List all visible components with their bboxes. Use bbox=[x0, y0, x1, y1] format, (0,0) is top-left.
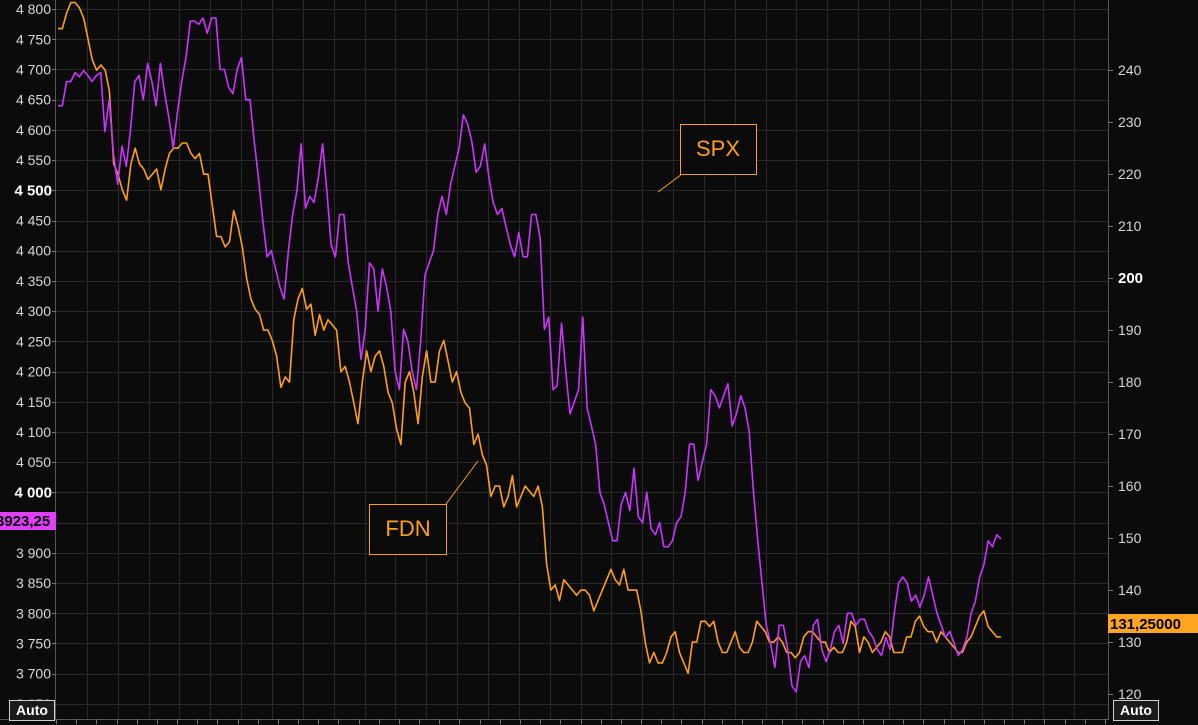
left-tick-label: 4 250 bbox=[16, 333, 51, 349]
left-tick-label: 4 150 bbox=[16, 394, 51, 410]
series-line-spx bbox=[58, 17, 1002, 693]
right-tick-label: 200 bbox=[1118, 270, 1143, 287]
left-tick-label: 4 750 bbox=[16, 31, 51, 47]
left-tick-label: 4 550 bbox=[16, 152, 51, 168]
annotation-fdn-box bbox=[369, 504, 447, 555]
left-tick-label: 4 400 bbox=[16, 243, 51, 259]
series-layer bbox=[58, 1, 1002, 693]
left-tick-label: 4 000 bbox=[14, 484, 52, 501]
left-tick-label: 3 850 bbox=[16, 575, 51, 591]
left-tick-label: 4 450 bbox=[16, 213, 51, 229]
left-tick-label: 3 800 bbox=[16, 605, 51, 621]
left-tick-label: 4 700 bbox=[16, 61, 51, 77]
annotation-spx-pointer bbox=[657, 173, 683, 193]
right-tick-label: 160 bbox=[1118, 478, 1142, 494]
left-auto-scale-button[interactable]: Auto bbox=[9, 700, 55, 721]
left-tick-label: 4 050 bbox=[16, 454, 51, 470]
annotation-spx-label: SPX bbox=[696, 136, 740, 161]
annotation-fdn-pointer bbox=[445, 460, 479, 505]
left-tick-label: 3 900 bbox=[16, 545, 51, 561]
annotation-fdn-label: FDN bbox=[385, 516, 430, 541]
left-tick-label: 4 300 bbox=[16, 303, 51, 319]
x-ticks bbox=[56, 719, 1106, 724]
left-tick-label: 4 100 bbox=[16, 424, 51, 440]
right-tick-label: 180 bbox=[1118, 374, 1142, 390]
right-tick-label: 120 bbox=[1118, 686, 1142, 702]
left-tick-label: 4 350 bbox=[16, 273, 51, 289]
series-line-fdn bbox=[58, 1, 1001, 675]
right-tick-label: 230 bbox=[1118, 114, 1142, 130]
right-tick-label: 220 bbox=[1118, 166, 1142, 182]
right-last-value-text: 131,25000 bbox=[1110, 616, 1181, 633]
right-tick-label: 150 bbox=[1118, 530, 1142, 546]
left-tick-label: 3 750 bbox=[16, 635, 51, 651]
left-tick-label: 4 600 bbox=[16, 122, 51, 138]
right-tick-label: 170 bbox=[1118, 426, 1142, 442]
left-last-value-bg bbox=[0, 512, 56, 530]
right-tick-label: 130 bbox=[1118, 634, 1142, 650]
right-tick-label: 240 bbox=[1118, 62, 1142, 78]
right-tick-label: 190 bbox=[1118, 322, 1142, 338]
annotation-spx-box bbox=[680, 124, 757, 175]
right-axis-ticks: 240 230 220 210 200 190 180 170 160 150 140 130 120 bbox=[1108, 62, 1143, 702]
grid-layer bbox=[56, 0, 1108, 719]
left-tick-label: 4 200 bbox=[16, 364, 51, 380]
left-last-value-text: 3923,25 bbox=[0, 513, 50, 530]
left-tick-label: 4 650 bbox=[16, 92, 51, 108]
annotation-fdn: FDN bbox=[369, 460, 479, 555]
right-auto-scale-button[interactable]: Auto bbox=[1113, 700, 1159, 721]
right-tick-label: 210 bbox=[1118, 218, 1142, 234]
annotation-spx: SPX bbox=[657, 124, 757, 193]
left-tick-label: 4 800 bbox=[16, 1, 51, 17]
right-last-value-bg bbox=[1108, 614, 1198, 633]
left-last-value-badge: 3923,25 bbox=[0, 512, 56, 530]
left-tick-label: 3 700 bbox=[16, 666, 51, 682]
left-tick-label: 4 500 bbox=[14, 182, 52, 199]
right-last-value-badge: 131,25000 bbox=[1108, 614, 1198, 633]
right-tick-label: 140 bbox=[1118, 582, 1142, 598]
